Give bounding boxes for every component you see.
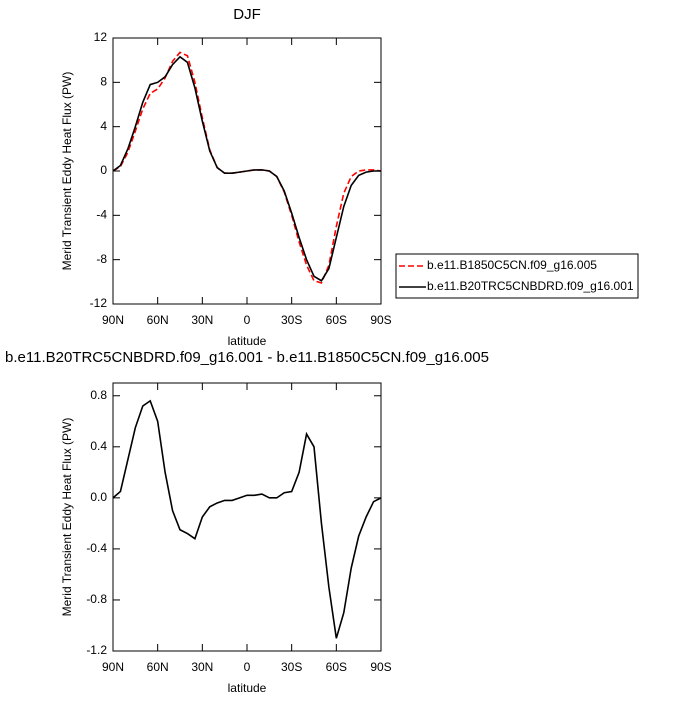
y-axis-label: Merid Transient Eddy Heat Flux (PW) — [60, 72, 74, 271]
x-tick-label: 60S — [326, 313, 347, 327]
x-axis-label: latitude — [228, 334, 267, 348]
y-tick-label: 8 — [100, 75, 107, 89]
y-tick-label: 0.4 — [90, 439, 107, 453]
y-tick-label: 0 — [100, 163, 107, 177]
x-tick-label: 90S — [370, 313, 391, 327]
y-tick-label: -4 — [96, 208, 107, 222]
x-axis-label: latitude — [228, 681, 267, 695]
legend-box — [395, 253, 639, 299]
x-tick-label: 30S — [281, 660, 302, 674]
legend-label: b.e11.B1850C5CN.f09_g16.005 — [427, 258, 597, 272]
y-tick-label: -0.4 — [86, 541, 107, 555]
x-tick-label: 90S — [370, 660, 391, 674]
x-tick-label: 0 — [244, 313, 251, 327]
y-axis-label: Merid Transient Eddy Heat Flux (PW) — [60, 418, 74, 617]
y-tick-label: -8 — [96, 252, 107, 266]
x-tick-label: 0 — [244, 660, 251, 674]
y-tick-label: -12 — [90, 296, 108, 310]
y-tick-label: -0.8 — [86, 592, 107, 606]
chart-title: b.e11.B20TRC5CNBDRD.f09_g16.001 - b.e11.… — [5, 349, 489, 366]
y-tick-label: 0.0 — [90, 490, 107, 504]
y-tick-label: 4 — [100, 119, 107, 133]
x-tick-label: 90N — [102, 660, 124, 674]
y-tick-label: 12 — [94, 30, 108, 44]
y-tick-label: 0.8 — [90, 388, 107, 402]
data-line — [112, 55, 381, 282]
x-tick-label: 30S — [281, 313, 302, 327]
chart-title: DJF — [233, 6, 261, 23]
data-line — [112, 399, 382, 639]
x-tick-label: 60N — [147, 313, 169, 327]
plot-frame — [112, 382, 382, 652]
x-tick-label: 30N — [191, 313, 213, 327]
legend-label: b.e11.B20TRC5CNBDRD.f09_g16.001 — [427, 279, 634, 293]
y-tick-label: -1.2 — [86, 643, 107, 657]
x-tick-label: 90N — [102, 313, 124, 327]
data-line — [112, 51, 382, 284]
x-tick-label: 30N — [191, 660, 213, 674]
x-tick-label: 60N — [147, 660, 169, 674]
x-tick-label: 60S — [326, 660, 347, 674]
